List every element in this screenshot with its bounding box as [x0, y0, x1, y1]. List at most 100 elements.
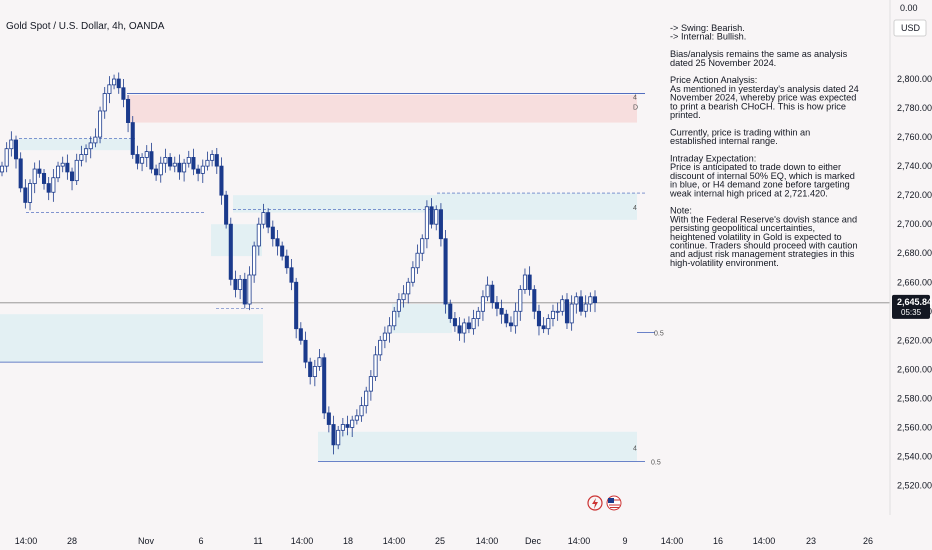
candle-body [457, 325, 462, 334]
candle-body [275, 238, 280, 247]
note-line: heightened volatility in Gold is expecte… [670, 232, 842, 242]
candle-body [65, 162, 70, 173]
zone-marker: 4 [633, 94, 637, 101]
candle-body [448, 303, 453, 319]
candle-body [270, 226, 275, 240]
candle-body [499, 307, 504, 315]
x-tick-label: 14:00 [383, 536, 406, 546]
candles-layer [0, 72, 598, 455]
candle-body [186, 157, 191, 164]
candle-body [485, 284, 490, 298]
candle-body [144, 151, 149, 158]
candle-body [438, 209, 443, 240]
y-tick-label: 2,620.000 [897, 335, 932, 345]
candle-body [210, 154, 215, 161]
candle-body [70, 171, 75, 182]
time-axis[interactable]: 14:00 28 Nov 6 11 14:00 18 14:00 25 14:00 Dec 14:00… [15, 536, 873, 546]
candle-body [177, 162, 182, 173]
note-line: and adjust risk management strategies in… [670, 249, 855, 259]
candle-body [135, 154, 140, 164]
zone-demand [26, 321, 205, 352]
candle-body [149, 151, 154, 170]
candle-body [121, 87, 126, 100]
candle-body [154, 168, 159, 176]
candle-body [41, 172, 47, 184]
currency-label: USD [901, 23, 921, 33]
zone-demand [318, 431, 637, 461]
flash-icon[interactable] [587, 495, 603, 511]
us-flag-icon[interactable] [606, 495, 622, 511]
candle-body [107, 84, 112, 94]
candle-body [0, 165, 5, 173]
y-tick-label: 2,520.000 [897, 480, 932, 490]
candle-countdown: 05:35 [901, 308, 922, 317]
candle-body [541, 325, 546, 330]
candle-body [126, 98, 131, 123]
candle-body [242, 278, 247, 305]
candle-body [546, 318, 551, 330]
candle-body [368, 376, 373, 392]
x-tick-label: 11 [253, 536, 262, 546]
note-line: Currently, price is trading within an [670, 127, 810, 137]
note-line: November 2024, whereby price was expecte… [670, 93, 856, 103]
currency-button[interactable] [893, 19, 927, 37]
y-tick-label: 2,700.000 [897, 219, 932, 229]
candle-body [322, 357, 327, 414]
candle-body [191, 157, 196, 170]
candle-body [452, 318, 457, 327]
y-tick-label: 2,560.000 [897, 422, 932, 432]
candle-body [140, 157, 145, 164]
x-tick-label: 25 [435, 536, 445, 546]
candle-body [200, 165, 205, 174]
candle-body [508, 322, 513, 327]
x-tick-label: 9 [622, 536, 627, 546]
candle-body [336, 429, 341, 446]
x-tick-label: 14:00 [568, 536, 591, 546]
candle-body [79, 154, 84, 161]
zones-layer [0, 95, 637, 461]
candle-body [289, 267, 294, 283]
candle-body [536, 310, 542, 327]
candle-body [13, 139, 19, 160]
candle-body [578, 296, 584, 312]
x-tick-label: 28 [67, 536, 77, 546]
candle-body [406, 281, 411, 295]
y-tick-label: 2,680.000 [897, 248, 932, 258]
candle-body [396, 299, 401, 312]
candle-body [592, 296, 598, 303]
candle-body [172, 162, 177, 167]
x-tick-label: Nov [138, 536, 155, 546]
candle-body [382, 332, 387, 341]
candle-body [312, 366, 317, 378]
note-line: -> Swing: Bearish. [670, 23, 745, 33]
candle-body [18, 158, 23, 189]
candle-body [298, 328, 303, 341]
candle-body [471, 318, 476, 330]
candle-body [354, 415, 359, 421]
fifty-pct-label: 0.5 [651, 460, 661, 467]
candle-body [32, 168, 37, 184]
candle-body [378, 339, 383, 356]
candle-body [392, 310, 397, 327]
note-line: persisting geopolitical uncertainties, [670, 223, 815, 233]
zone-marker: 4 [633, 446, 637, 453]
candle-body [504, 313, 509, 324]
candle-body [74, 159, 79, 182]
note-line: With the Federal Reserve's dovish stance… [670, 214, 857, 224]
price-axis[interactable]: 2,800.000 2,780.000 2,760.000 2,740.000 2,72… [897, 74, 932, 490]
candle-body [574, 296, 579, 305]
candle-body [224, 194, 229, 225]
candle-body [294, 281, 299, 330]
fifty-pct-label: 0.5 [654, 330, 664, 337]
x-tick-label: 6 [198, 536, 203, 546]
candle-body [98, 110, 103, 138]
candle-body [443, 238, 448, 305]
candle-body [233, 278, 238, 290]
note-line: Price is anticipated to trade down to ei… [670, 162, 841, 172]
candle-body [359, 405, 364, 417]
zone-demand [437, 193, 637, 220]
candle-body [23, 187, 28, 203]
